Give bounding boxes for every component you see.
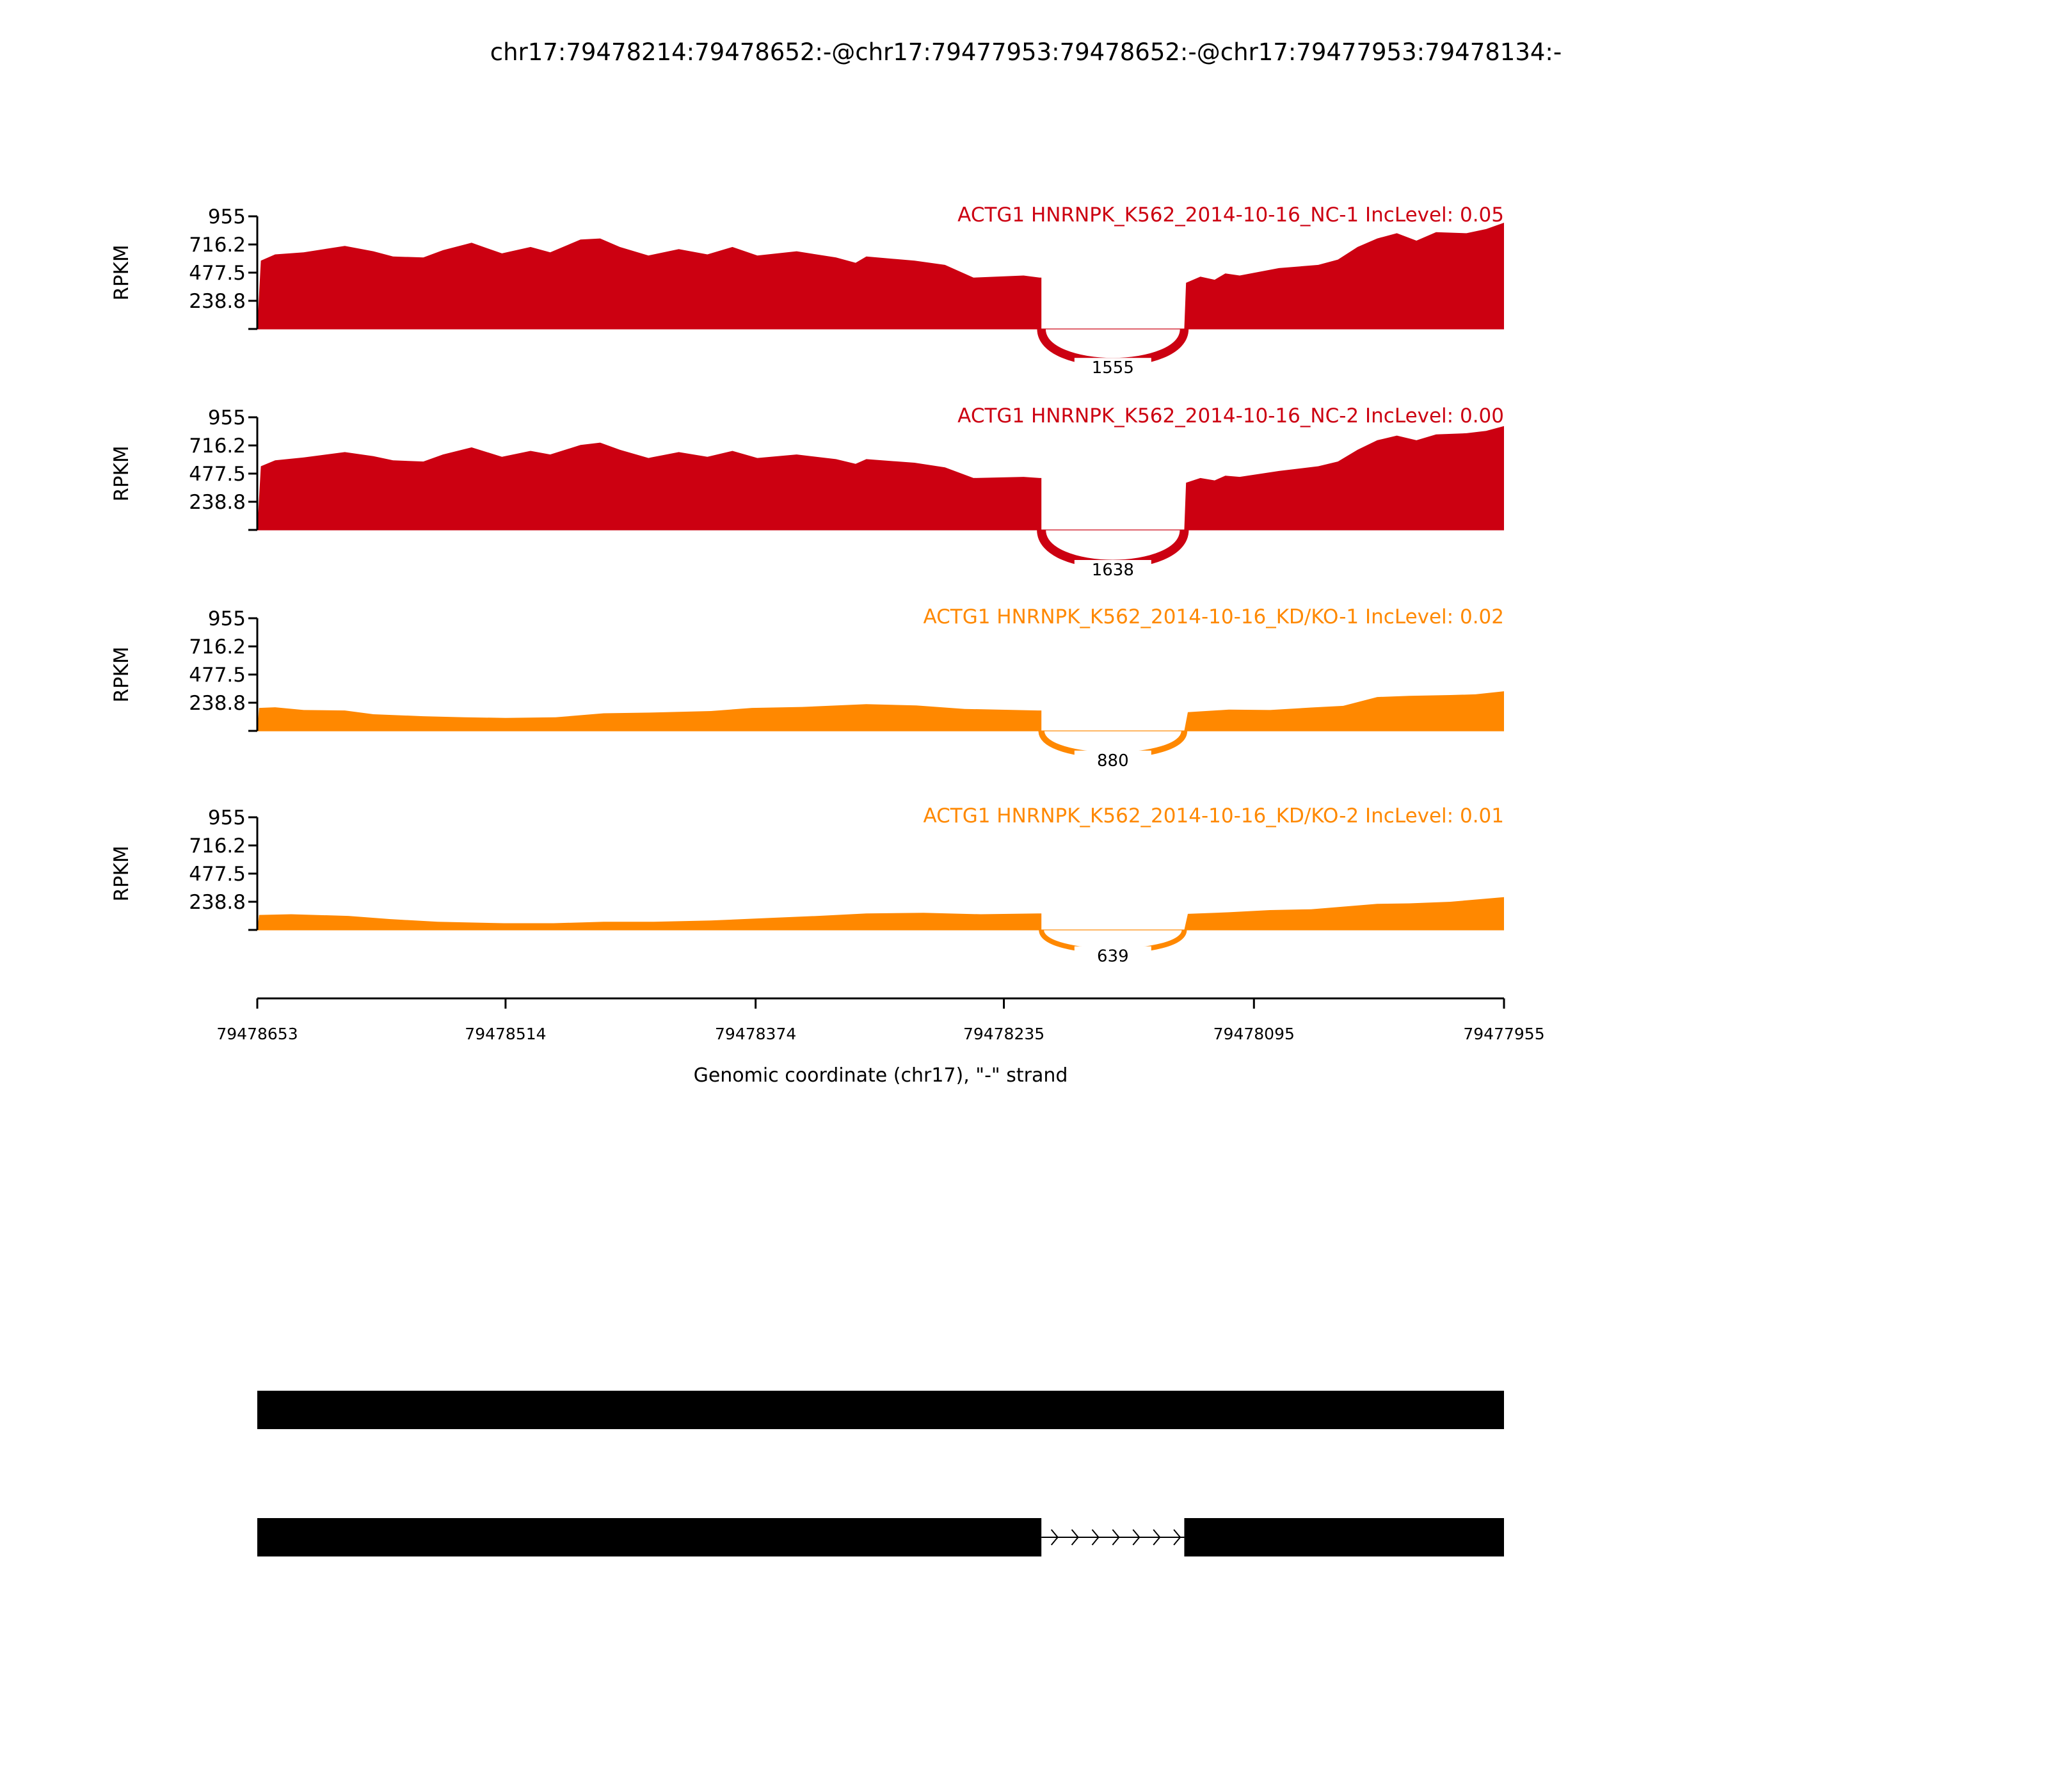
coverage-area <box>257 897 1504 930</box>
y-tick-label: 477.5 <box>189 463 246 486</box>
y-tick-label: 477.5 <box>189 664 246 687</box>
exon-block <box>257 1391 1504 1429</box>
junction-count: 1555 <box>1092 358 1134 378</box>
strand-arrow-icon <box>1153 1529 1161 1546</box>
coverage-panel: 639 ACTG1 HNRNPK_K562_2014-10-16_KD/KO-2 … <box>110 804 1504 968</box>
junction-label-bg <box>1074 560 1151 582</box>
x-axis-label: Genomic coordinate (chr17), "-" strand <box>694 1064 1068 1087</box>
isoform-track <box>257 1391 1504 1429</box>
junction-label-bg <box>1074 750 1151 772</box>
coverage-panel: 880 ACTG1 HNRNPK_K562_2014-10-16_KD/KO-1 … <box>110 605 1504 772</box>
coverage-panel: 1555 ACTG1 HNRNPK_K562_2014-10-16_NC-1 In… <box>110 204 1504 380</box>
y-axis-label: RPKM <box>110 646 133 702</box>
y-tick-label: 955 <box>208 205 246 228</box>
y-tick-label: 477.5 <box>189 863 246 886</box>
strand-arrow-icon <box>1071 1529 1079 1546</box>
isoform-track <box>257 1518 1504 1556</box>
junction-label-bg <box>1074 946 1151 968</box>
x-tick-label: 79478653 <box>216 1025 298 1043</box>
junction-count: 880 <box>1097 751 1129 771</box>
x-tick-label: 79477955 <box>1463 1025 1544 1043</box>
y-tick-label: 716.2 <box>189 234 246 257</box>
coverage-area <box>257 223 1504 329</box>
panel-label: ACTG1 HNRNPK_K562_2014-10-16_KD/KO-2 Inc… <box>923 804 1504 828</box>
junction-arc <box>1037 529 1189 569</box>
x-axis: 79478653 79478514 79478374 79478235 79478095… <box>216 997 1545 1087</box>
junction-count: 1638 <box>1092 561 1134 580</box>
x-tick-label: 79478235 <box>963 1025 1044 1043</box>
panel-label: ACTG1 HNRNPK_K562_2014-10-16_NC-1 IncLev… <box>957 204 1504 227</box>
x-tick-label: 79478095 <box>1213 1025 1295 1043</box>
exon-block <box>1184 1518 1504 1556</box>
y-axis-label: RPKM <box>110 244 133 300</box>
y-tick-label: 955 <box>208 806 246 829</box>
y-tick-label: 716.2 <box>189 835 246 858</box>
y-tick-label: 955 <box>208 607 246 630</box>
strand-arrow-icon <box>1091 1529 1100 1546</box>
strand-arrow-icon <box>1050 1529 1059 1546</box>
panel-label: ACTG1 HNRNPK_K562_2014-10-16_NC-2 IncLev… <box>957 404 1504 428</box>
coverage-area <box>257 691 1504 731</box>
strand-arrow-icon <box>1132 1529 1140 1546</box>
y-tick-label: 955 <box>208 406 246 429</box>
junction-count: 639 <box>1097 947 1129 966</box>
y-axis-label: RPKM <box>110 445 133 501</box>
x-tick-label: 79478374 <box>715 1025 796 1043</box>
junction-label-bg <box>1074 358 1151 380</box>
gene-model-track <box>257 1391 1504 1556</box>
junction-arc <box>1037 328 1189 367</box>
exon-block <box>257 1518 1042 1556</box>
x-tick-label: 79478514 <box>465 1025 546 1043</box>
y-axis-label: RPKM <box>110 845 133 901</box>
y-tick-label: 238.8 <box>189 290 246 313</box>
panel-label: ACTG1 HNRNPK_K562_2014-10-16_KD/KO-1 Inc… <box>923 605 1504 628</box>
y-tick-label: 238.8 <box>189 891 246 914</box>
y-tick-label: 238.8 <box>189 491 246 514</box>
y-tick-label: 716.2 <box>189 636 246 659</box>
strand-arrow-icon <box>1173 1529 1181 1546</box>
strand-arrow-icon <box>1112 1529 1120 1546</box>
coverage-area <box>257 426 1504 530</box>
y-tick-label: 477.5 <box>189 262 246 285</box>
coverage-panel: 1638 ACTG1 HNRNPK_K562_2014-10-16_NC-2 In… <box>110 404 1504 582</box>
y-tick-label: 238.8 <box>189 692 246 715</box>
y-tick-label: 716.2 <box>189 435 246 458</box>
chart-title: chr17:79478214:79478652:-@chr17:79477953… <box>490 38 1562 66</box>
